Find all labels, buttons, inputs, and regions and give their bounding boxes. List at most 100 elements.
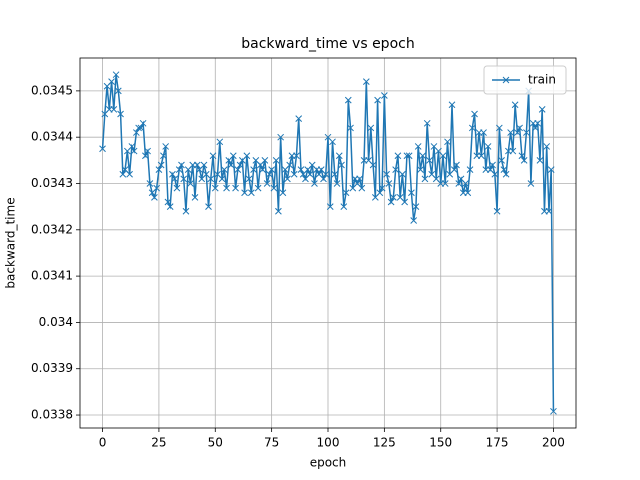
point-marker bbox=[139, 119, 147, 127]
point-marker bbox=[200, 161, 208, 169]
x-tick-label: 175 bbox=[486, 436, 509, 450]
point-marker bbox=[450, 166, 458, 173]
point-marker bbox=[187, 180, 194, 187]
point-marker bbox=[545, 207, 553, 215]
point-marker bbox=[462, 180, 469, 187]
x-tick-label: 0 bbox=[99, 436, 107, 450]
point-marker bbox=[331, 170, 339, 178]
point-marker bbox=[157, 161, 165, 169]
point-marker bbox=[146, 180, 154, 187]
point-marker bbox=[293, 152, 300, 160]
point-marker bbox=[464, 189, 472, 197]
point-marker bbox=[268, 166, 275, 173]
point-marker bbox=[236, 161, 244, 169]
point-marker bbox=[344, 96, 352, 104]
point-marker bbox=[263, 180, 271, 187]
point-marker bbox=[245, 175, 253, 183]
point-marker bbox=[493, 207, 501, 215]
point-marker bbox=[394, 152, 402, 160]
point-marker bbox=[421, 175, 429, 183]
point-marker bbox=[376, 189, 384, 197]
point-marker bbox=[520, 156, 528, 164]
point-marker bbox=[142, 152, 149, 160]
point-marker bbox=[218, 175, 226, 183]
point-marker bbox=[151, 194, 158, 201]
point-marker bbox=[408, 189, 415, 197]
point-marker bbox=[99, 145, 106, 153]
point-marker bbox=[385, 180, 393, 187]
point-marker bbox=[128, 143, 136, 150]
point-marker bbox=[471, 110, 478, 118]
point-marker bbox=[527, 180, 535, 187]
point-marker bbox=[297, 166, 305, 173]
point-marker bbox=[220, 166, 228, 173]
point-marker bbox=[295, 115, 303, 123]
point-marker bbox=[232, 184, 239, 192]
point-marker bbox=[160, 152, 167, 160]
point-marker bbox=[279, 189, 287, 197]
point-marker bbox=[534, 119, 542, 127]
point-marker bbox=[108, 78, 115, 85]
point-marker bbox=[178, 161, 185, 169]
point-marker bbox=[444, 138, 451, 146]
point-marker bbox=[367, 124, 375, 132]
point-marker bbox=[538, 106, 546, 113]
point-marker bbox=[175, 166, 183, 173]
point-marker bbox=[277, 133, 285, 141]
point-marker bbox=[241, 189, 248, 197]
y-tick-label: 0.034 bbox=[39, 315, 73, 329]
x-tick-label: 100 bbox=[317, 436, 340, 450]
point-marker bbox=[254, 184, 262, 192]
point-marker bbox=[518, 152, 526, 160]
point-marker bbox=[507, 129, 514, 136]
point-marker bbox=[453, 161, 460, 169]
point-marker bbox=[182, 207, 190, 215]
legend-box bbox=[483, 65, 567, 95]
point-marker bbox=[423, 119, 431, 127]
point-marker bbox=[169, 170, 176, 178]
y-tick-label: 0.0342 bbox=[31, 222, 73, 236]
point-marker bbox=[410, 217, 418, 224]
point-marker bbox=[117, 110, 124, 118]
x-tick-label: 25 bbox=[151, 436, 166, 450]
point-marker bbox=[171, 175, 179, 183]
point-marker bbox=[114, 87, 122, 95]
point-marker bbox=[547, 166, 555, 173]
point-marker bbox=[369, 161, 377, 169]
point-marker bbox=[266, 170, 273, 178]
point-marker bbox=[112, 71, 120, 79]
point-marker bbox=[511, 101, 519, 109]
point-marker bbox=[335, 152, 343, 160]
point-marker bbox=[270, 184, 278, 192]
point-marker bbox=[119, 170, 127, 178]
point-marker bbox=[536, 156, 544, 164]
x-tick-label: 50 bbox=[208, 436, 223, 450]
point-marker bbox=[243, 152, 251, 160]
point-marker bbox=[229, 152, 237, 160]
point-marker bbox=[466, 166, 474, 173]
point-marker bbox=[247, 189, 255, 197]
point-marker bbox=[286, 161, 294, 169]
point-marker bbox=[399, 170, 406, 178]
point-marker bbox=[338, 161, 345, 169]
y-tick-label: 0.0344 bbox=[31, 130, 73, 144]
point-marker bbox=[209, 152, 217, 160]
point-marker bbox=[495, 124, 503, 132]
point-marker bbox=[193, 161, 201, 169]
point-marker bbox=[516, 124, 523, 132]
point-marker bbox=[362, 78, 370, 85]
y-tick-label: 0.0339 bbox=[31, 361, 73, 375]
x-tick-label: 75 bbox=[264, 436, 279, 450]
point-marker bbox=[419, 152, 427, 160]
point-marker bbox=[259, 166, 266, 173]
point-marker bbox=[207, 175, 215, 183]
x-tick-label: 125 bbox=[373, 436, 396, 450]
point-marker bbox=[509, 147, 517, 155]
point-marker bbox=[532, 124, 539, 132]
point-marker bbox=[216, 138, 224, 146]
point-marker bbox=[417, 166, 424, 173]
point-marker bbox=[284, 175, 291, 183]
y-tick-label: 0.0338 bbox=[31, 408, 73, 422]
point-marker bbox=[426, 156, 433, 164]
